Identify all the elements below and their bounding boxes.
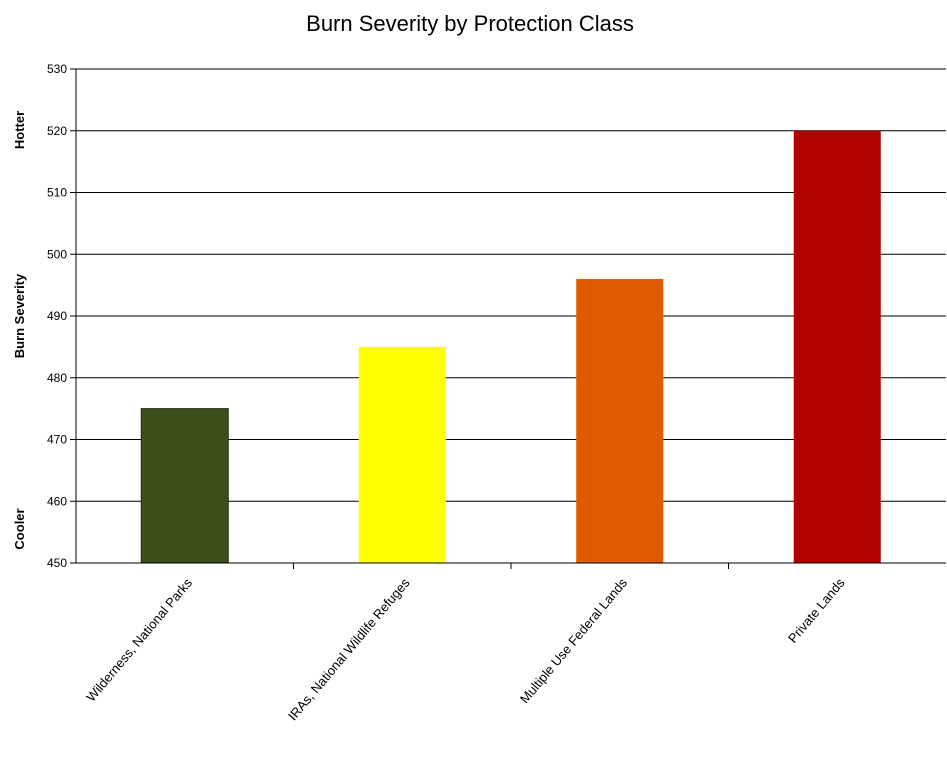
bar	[358, 346, 446, 563]
bar	[576, 278, 664, 563]
x-tick-label: Private Lands	[785, 575, 848, 646]
y-tick-label: 460	[47, 494, 67, 508]
y-tick-label: 510	[47, 186, 67, 200]
y-tick-label: 520	[47, 124, 67, 138]
y-axis-label-cooler: Cooler	[12, 508, 27, 549]
y-tick-label: 470	[47, 433, 67, 447]
bar	[140, 408, 229, 564]
y-tick-label: 530	[47, 62, 67, 76]
x-tick-labels: Wilderness, National Parks IRAs, National…	[83, 575, 848, 723]
y-tick-label: 490	[47, 309, 67, 323]
y-tick-label: 500	[47, 247, 67, 261]
bar	[793, 130, 881, 563]
axes	[75, 69, 946, 569]
x-tick-label: IRAs, National Wildlife Refuges	[285, 575, 413, 723]
y-tick-label: 480	[47, 371, 67, 385]
y-axis-title: Burn Severity	[12, 273, 27, 358]
y-tick-labels: 450 460 470 480 490 500 510 520 530	[47, 62, 67, 570]
bars	[140, 130, 881, 564]
y-axis-label-hotter: Hotter	[12, 111, 27, 149]
y-tick-label: 450	[47, 556, 67, 570]
x-tick-label: Multiple Use Federal Lands	[517, 575, 631, 706]
chart-title: Burn Severity by Protection Class	[306, 11, 634, 36]
x-tick-label: Wilderness, National Parks	[83, 575, 195, 705]
